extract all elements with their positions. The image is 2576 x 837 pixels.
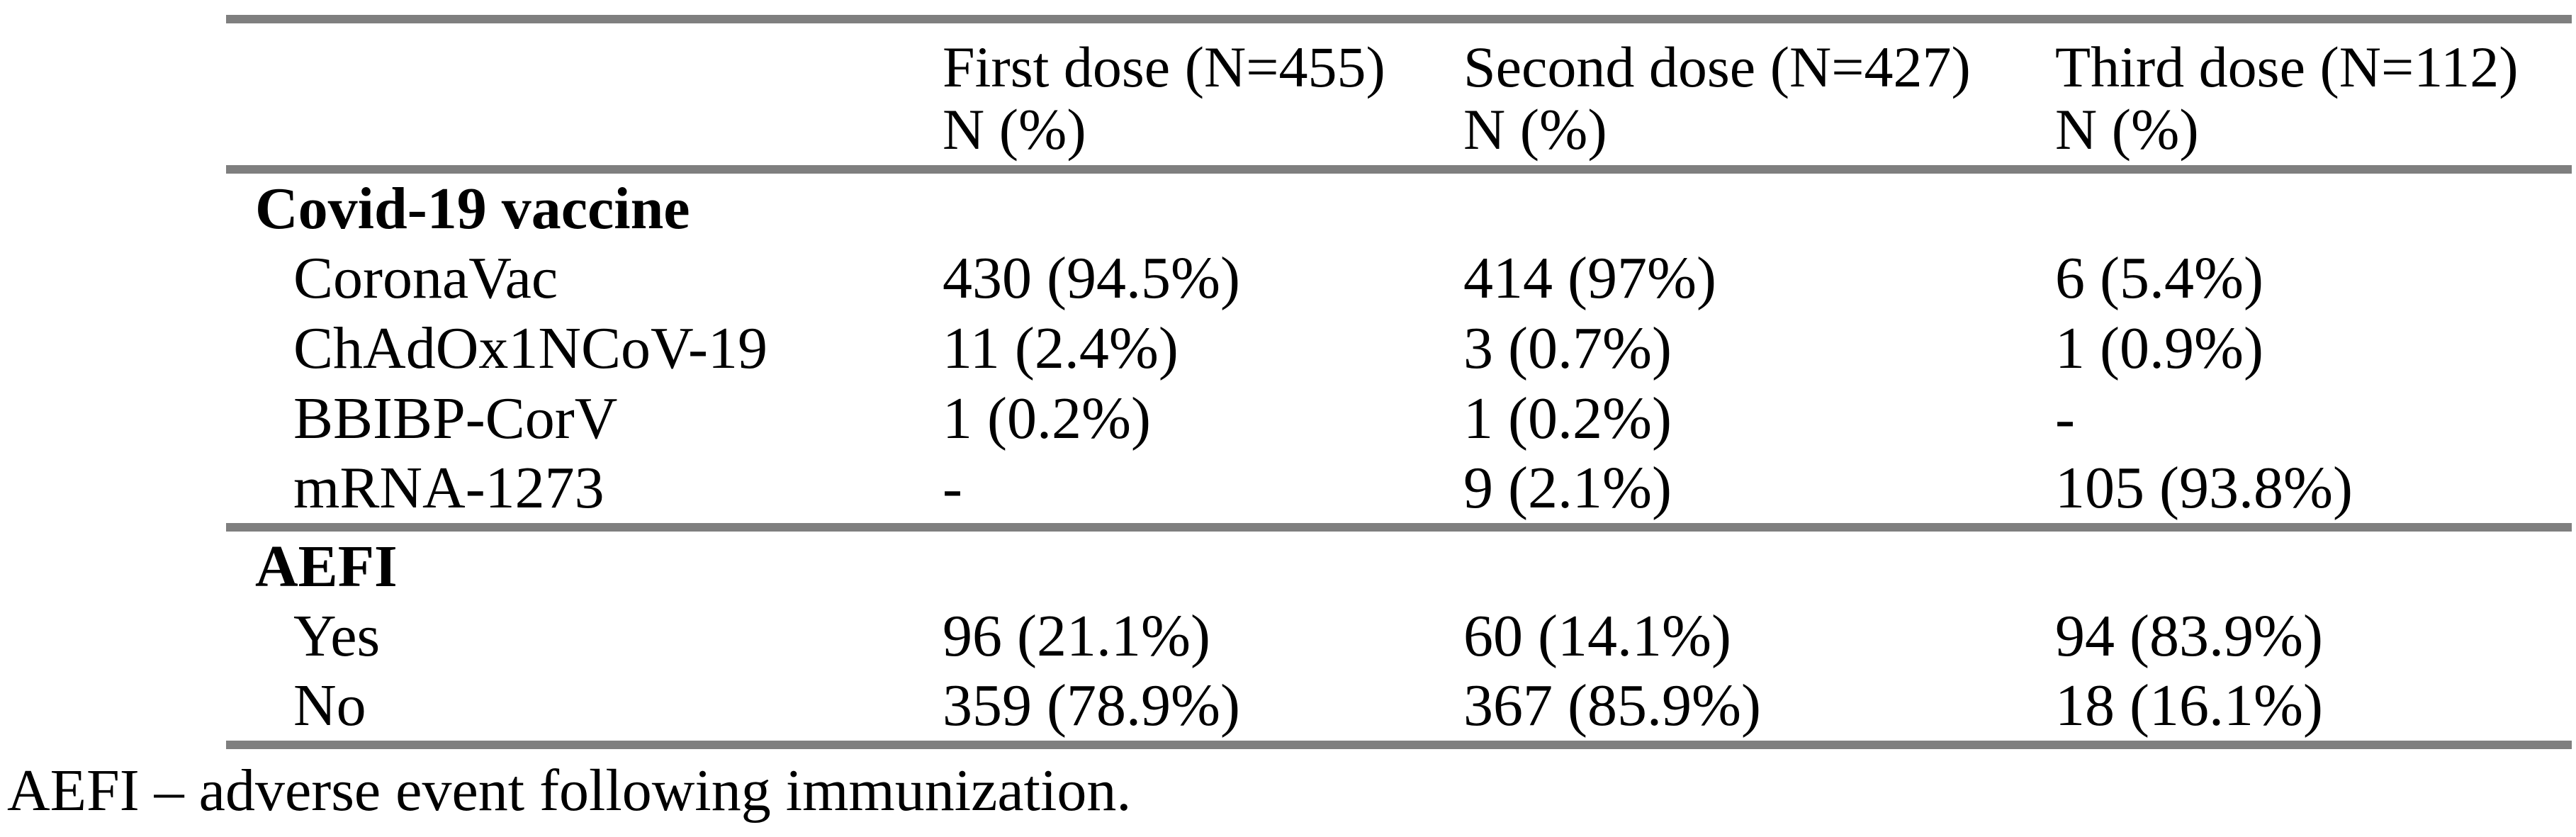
section-covid19-vaccine: Covid-19 vaccine CoronaVac 430 (94.5%) 4… [226, 174, 2572, 523]
third-dose-value: 105 (93.8%) [2055, 455, 2353, 522]
row-label: CoronaVac [293, 245, 558, 312]
first-dose-value: 430 (94.5%) [943, 245, 1240, 312]
header-second-dose: Second dose (N=427) N (%) [1463, 23, 2055, 165]
header-third-dose: Third dose (N=112) N (%) [2055, 23, 2572, 165]
group-label: AEFI [255, 533, 398, 600]
column-subtitle: N (%) [1463, 97, 1607, 162]
second-dose-value: 3 (0.7%) [1463, 315, 1672, 381]
table-row: No 359 (78.9%) 367 (85.9%) 18 (16.1%) [226, 671, 2572, 741]
second-dose-value: 1 (0.2%) [1463, 385, 1672, 451]
group-label: Covid-19 vaccine [255, 175, 690, 242]
first-dose-value: 359 (78.9%) [943, 673, 1240, 739]
row-label: No [293, 673, 366, 739]
row-label: Yes [293, 602, 381, 669]
table-footnote: AEFI – adverse event following immunizat… [7, 758, 1132, 824]
table-header-row: First dose (N=455) N (%) Second dose (N=… [226, 23, 2572, 165]
first-dose-value: 1 (0.2%) [943, 385, 1151, 451]
column-title: Second dose (N=427) [1463, 35, 1971, 99]
table-row: ChAdOx1NCoV-19 11 (2.4%) 3 (0.7%) 1 (0.9… [226, 313, 2572, 383]
first-dose-value: 11 (2.4%) [943, 315, 1179, 381]
first-dose-value: 96 (21.1%) [943, 602, 1210, 669]
first-dose-value: - [943, 455, 962, 522]
third-dose-value: 18 (16.1%) [2055, 673, 2323, 739]
table-row: BBIBP-CorV 1 (0.2%) 1 (0.2%) - [226, 383, 2572, 454]
row-label: ChAdOx1NCoV-19 [293, 315, 767, 381]
table-bottom-rule [226, 740, 2572, 749]
third-dose-value: 6 (5.4%) [2055, 245, 2263, 312]
table-top-rule [226, 15, 2572, 23]
third-dose-value: 1 (0.9%) [2055, 315, 2263, 381]
section-divider-rule [226, 522, 2572, 532]
third-dose-value: - [2055, 385, 2075, 451]
column-title: First dose (N=455) [943, 35, 1385, 99]
column-subtitle: N (%) [943, 97, 1086, 162]
third-dose-value: 94 (83.9%) [2055, 602, 2323, 669]
row-label: BBIBP-CorV [293, 385, 618, 451]
header-bottom-rule [226, 165, 2572, 174]
second-dose-value: 9 (2.1%) [1463, 455, 1672, 522]
group-row: Covid-19 vaccine [226, 174, 2572, 244]
table-row: mRNA-1273 - 9 (2.1%) 105 (93.8%) [226, 453, 2572, 523]
second-dose-value: 60 (14.1%) [1463, 602, 1731, 669]
second-dose-value: 414 (97%) [1463, 245, 1716, 312]
table-row: Yes 96 (21.1%) 60 (14.1%) 94 (83.9%) [226, 601, 2572, 670]
section-aefi: AEFI Yes 96 (21.1%) 60 (14.1%) 94 (83.9%… [226, 532, 2572, 741]
group-row: AEFI [226, 532, 2572, 601]
second-dose-value: 367 (85.9%) [1463, 673, 1761, 739]
row-label: mRNA-1273 [293, 455, 604, 522]
table-row: CoronaVac 430 (94.5%) 414 (97%) 6 (5.4%) [226, 244, 2572, 314]
column-subtitle: N (%) [2055, 97, 2199, 162]
header-empty-cell [226, 23, 943, 165]
header-first-dose: First dose (N=455) N (%) [943, 23, 1463, 165]
vaccine-dose-table: First dose (N=455) N (%) Second dose (N=… [226, 15, 2572, 749]
column-title: Third dose (N=112) [2055, 35, 2519, 99]
